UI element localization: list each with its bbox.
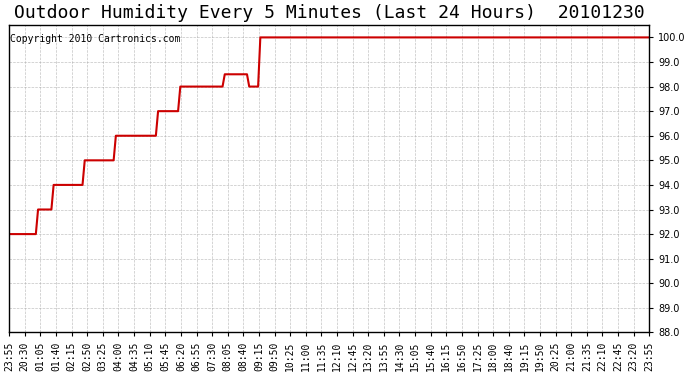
Text: Copyright 2010 Cartronics.com: Copyright 2010 Cartronics.com bbox=[10, 34, 181, 44]
Title: Outdoor Humidity Every 5 Minutes (Last 24 Hours)  20101230: Outdoor Humidity Every 5 Minutes (Last 2… bbox=[14, 4, 644, 22]
